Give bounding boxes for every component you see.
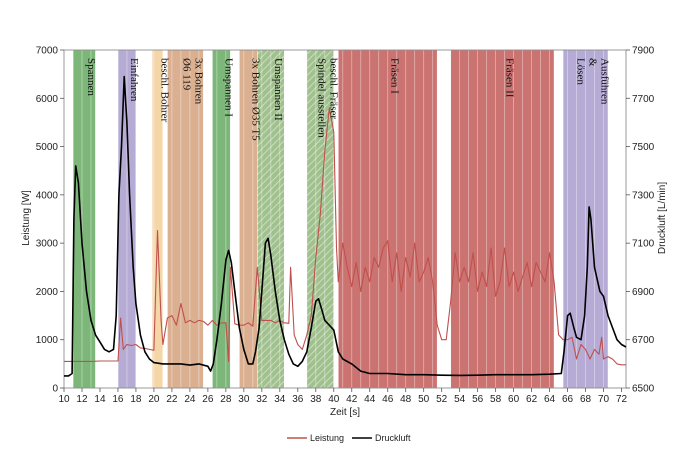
plot-frame [63, 49, 627, 389]
x-tick-label: 56 [472, 394, 484, 405]
y-tick-label-right: 7500 [632, 142, 655, 153]
x-tick-label: 62 [526, 394, 538, 405]
phase-label: Lösen [575, 58, 587, 85]
x-tick-label: 72 [616, 394, 628, 405]
phase-label: Spindel ausstellen [315, 58, 327, 138]
tick-labels: 10 12 14 16 18 20 22 24 26 28 30 32 34 36 38 40 42 44 46 48… [36, 46, 655, 406]
y-tick-label-left: 6000 [36, 94, 59, 105]
phase-label: & [587, 58, 599, 67]
x-tick-label: 70 [598, 394, 610, 405]
series-druckluft [64, 75, 627, 377]
y-tick-label-right: 6500 [632, 384, 655, 395]
y-tick-label-left: 3000 [36, 239, 59, 250]
x-tick-label: 14 [94, 394, 106, 405]
x-tick-label: 32 [256, 394, 268, 405]
phase-bands [72, 49, 609, 389]
phase-band [72, 49, 96, 389]
y-tick-label-right: 6700 [632, 335, 655, 346]
x-tick-label: 22 [166, 394, 178, 405]
x-tick-label: 46 [382, 394, 394, 405]
y-tick-label-left: 0 [52, 384, 58, 395]
phase-label: Fräsen I [389, 58, 401, 94]
phase-label: Spannen [85, 58, 97, 96]
x-tick-label: 44 [364, 394, 376, 405]
x-tick-label: 26 [202, 394, 214, 405]
x-tick-label: 24 [184, 394, 196, 405]
y-axis-title-right: Druckluft [L/min] [657, 182, 668, 254]
phase-labels: Spannen Einfahren beschl. Bohrer 3x BohrenØ… [85, 58, 610, 141]
phase-band [167, 49, 204, 389]
x-tick-label: 38 [310, 394, 322, 405]
phase-label: beschl. Fräser [327, 58, 339, 119]
y-tick-label-right: 7100 [632, 239, 655, 250]
y-tick-label-left: 7000 [36, 46, 59, 57]
x-tick-label: 42 [346, 394, 358, 405]
x-tick-label: 28 [220, 394, 232, 405]
axes [63, 49, 627, 389]
phase-label: 3x Bohren [192, 58, 204, 105]
x-tick-label: 60 [508, 394, 520, 405]
x-tick-label: 64 [544, 394, 556, 405]
phase-label: Fräsen II [503, 58, 515, 98]
y-axis-title-left: Leistung [W] [21, 190, 32, 246]
series-leistung [64, 107, 626, 366]
phase-label: 3x Bohren Ø35 T5 [249, 58, 261, 141]
x-tick-label: 52 [436, 394, 448, 405]
x-tick-label: 12 [76, 394, 88, 405]
y-tick-label-right: 7300 [632, 190, 655, 201]
y-tick-label-left: 2000 [36, 287, 59, 298]
y-tick-label-left: 1000 [36, 335, 59, 346]
phase-band [338, 49, 438, 389]
x-tick-label: 40 [328, 394, 340, 405]
phase-band [450, 49, 555, 389]
y-tick-label-right: 7700 [632, 94, 655, 105]
y-tick-label-right: 7900 [632, 46, 655, 57]
x-tick-label: 48 [400, 394, 412, 405]
x-tick-label: 58 [490, 394, 502, 405]
x-tick-label: 66 [562, 394, 574, 405]
y-tick-label-left: 5000 [36, 142, 59, 153]
phase-hatch [257, 50, 285, 388]
phase-label: Einfahren [128, 58, 140, 102]
phase-label: Umspannen I [222, 58, 234, 117]
phase-label: Ø6 119 [180, 58, 192, 91]
x-axis-title: Zeit [s] [330, 407, 360, 418]
x-tick-label: 54 [454, 394, 466, 405]
x-tick-label: 34 [274, 394, 286, 405]
x-tick-label: 18 [130, 394, 142, 405]
x-tick-label: 10 [58, 394, 70, 405]
phase-label: beschl. Bohrer [159, 58, 171, 122]
x-tick-label: 36 [292, 394, 304, 405]
legend-label-leistung: Leistung [310, 433, 344, 443]
y-tick-label-left: 4000 [36, 190, 59, 201]
y-tick-label-right: 6900 [632, 287, 655, 298]
x-tick-label: 30 [238, 394, 250, 405]
phase-label: Ausführen [599, 58, 611, 105]
x-tick-label: 16 [112, 394, 124, 405]
x-tick-label: 50 [418, 394, 430, 405]
legend: Leistung Druckluft [287, 433, 411, 443]
legend-label-druckluft: Druckluft [375, 433, 411, 443]
x-tick-label: 20 [148, 394, 160, 405]
phase-label: Umspannen II [272, 58, 284, 121]
x-tick-label: 68 [580, 394, 592, 405]
series-lines [64, 75, 627, 377]
